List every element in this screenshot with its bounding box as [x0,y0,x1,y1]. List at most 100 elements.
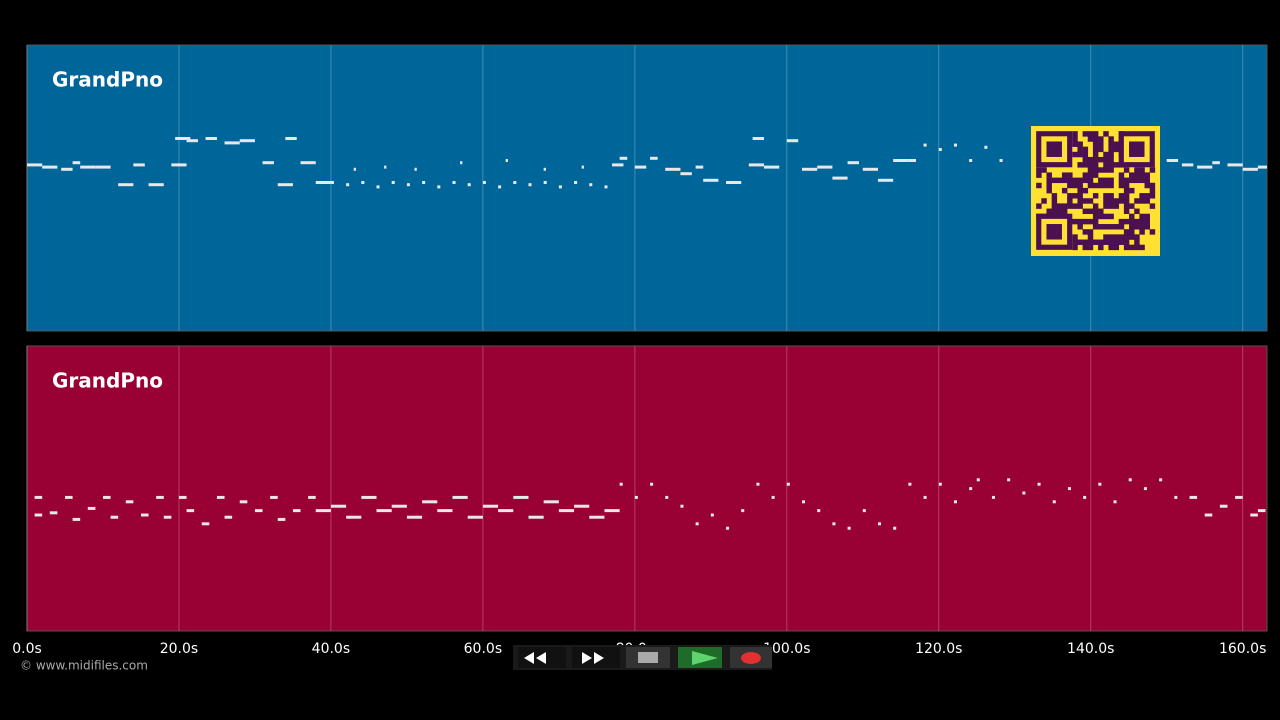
qr-module [1077,151,1083,158]
qr-module [1118,172,1125,178]
note [877,178,894,182]
note [1174,495,1178,499]
note [665,495,669,499]
qr-module [1036,182,1042,189]
qr-module [1087,131,1094,137]
qr-module [1108,203,1114,209]
note [125,500,134,504]
note [786,482,790,486]
note [726,181,742,184]
forward-button[interactable] [572,647,620,668]
x-tick-label: 140.0s [1067,641,1114,657]
note [110,515,119,519]
note [34,513,43,517]
note [634,495,638,499]
note [680,172,692,176]
note [61,167,73,171]
note [893,526,897,530]
qr-module [1123,167,1130,173]
qr-module [1036,172,1042,178]
x-tick-label: 120.0s [915,641,962,657]
note [953,143,957,147]
play-button[interactable] [678,647,722,668]
qr-module [1123,198,1130,204]
qr-module [1082,229,1089,235]
qr-module [1072,239,1078,245]
qr-module [1108,162,1114,168]
qr-module [1139,213,1145,220]
note [292,509,301,513]
qr-module [1139,224,1145,230]
qr-module [1118,177,1125,184]
qr-module [1108,198,1114,204]
note [285,137,297,140]
qr-module [1123,187,1130,194]
qr-module [1087,136,1094,142]
note [999,159,1003,162]
qr-module [1129,218,1135,225]
qr-finder [1046,141,1062,157]
qr-module [1067,172,1073,178]
qr-module [1072,203,1078,209]
note [270,495,278,499]
qr-module [1113,239,1120,245]
qr-module [1092,239,1099,245]
qr-module [1129,224,1135,230]
qr-module [1036,203,1042,209]
qr-module [1134,234,1140,240]
note [923,495,927,499]
qr-module [1098,239,1104,245]
qr-module [1051,203,1058,209]
note [976,478,980,482]
play-icon [692,651,718,665]
note [862,167,878,171]
qr-module [1082,239,1089,245]
note [482,181,486,184]
note [862,509,866,513]
rewind-button[interactable] [518,647,566,668]
note [893,159,909,162]
qr-module [1108,177,1114,184]
note [619,156,628,160]
note [1212,161,1220,165]
qr-module [1113,224,1120,230]
note [786,139,799,143]
note [764,165,780,169]
qr-module [1092,218,1099,225]
qr-module [1046,172,1052,178]
qr-module [1046,177,1052,184]
qr-module [1098,146,1104,153]
note [984,145,988,149]
qr-module [1087,208,1094,215]
note [832,176,848,180]
qr-module [1103,156,1109,163]
note [330,504,347,508]
qr-module [1103,193,1109,199]
note [543,500,559,504]
qr-module [1067,182,1073,189]
qr-module [1077,182,1083,189]
note [1067,487,1071,491]
record-button[interactable] [730,647,772,668]
note [163,515,172,519]
qr-module [1087,167,1094,173]
qr-module [1098,182,1104,189]
transport-controls [513,645,772,670]
note [923,143,927,147]
stop-button[interactable] [626,647,670,668]
note [1242,167,1258,171]
qr-module [1061,172,1068,178]
note [277,517,286,521]
qr-module [1108,167,1114,173]
note [175,137,191,140]
qr-module [1067,203,1073,209]
x-tick-label: 20.0s [160,641,198,657]
qr-module [1118,234,1125,240]
note [361,495,377,499]
note [315,181,331,184]
qr-module [1072,131,1078,137]
x-tick-label: 40.0s [312,641,350,657]
qr-module [1123,239,1130,245]
stop-icon [638,652,658,663]
qr-module [1092,167,1099,173]
